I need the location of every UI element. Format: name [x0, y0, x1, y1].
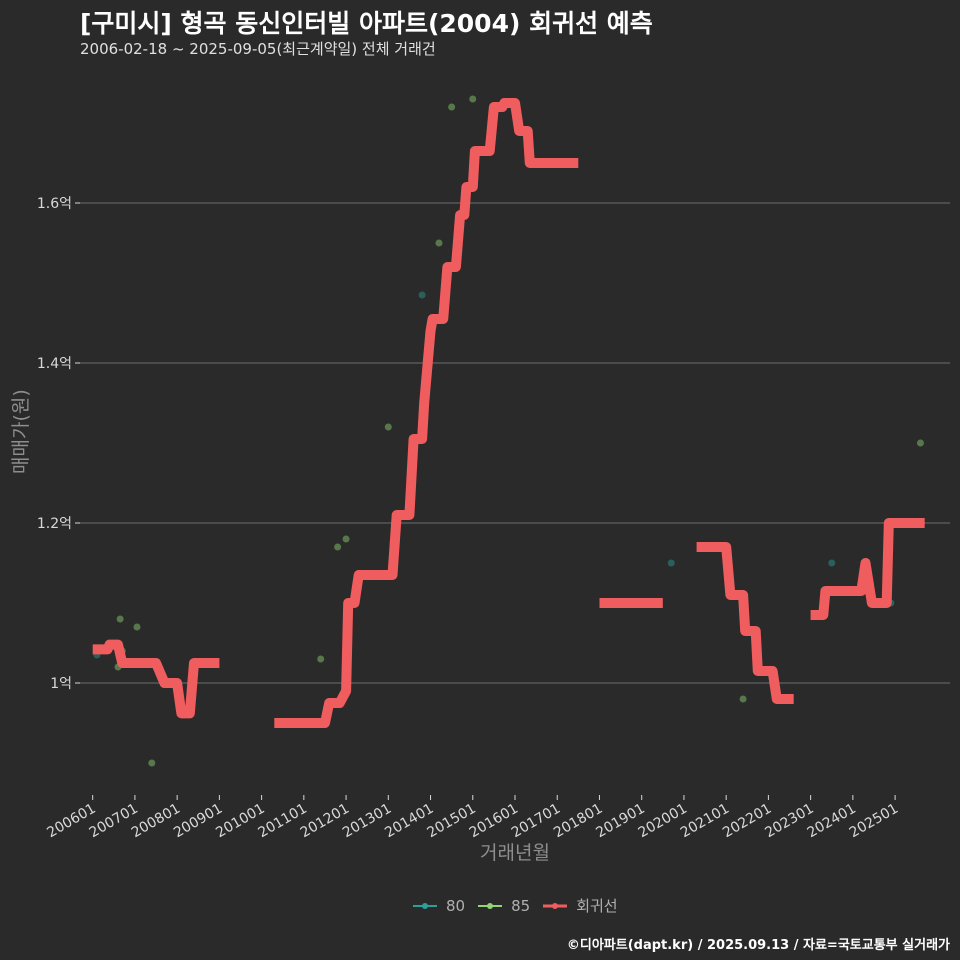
regression-line-segment	[810, 518, 925, 620]
data-point-85	[739, 695, 747, 703]
data-point-85	[469, 95, 477, 103]
legend-swatch-80	[413, 902, 437, 909]
data-point-85	[116, 615, 124, 623]
regression-line-segment	[696, 542, 794, 704]
data-point-85	[435, 239, 443, 247]
x-axis-label: 거래년월	[480, 842, 550, 864]
data-point-80	[667, 559, 675, 567]
chart-title: [구미시] 형곡 동신인터빌 아파트(2004) 회귀선 예측	[80, 9, 653, 38]
regression-line-segment	[92, 639, 220, 719]
legend-label-regression: 회귀선	[576, 897, 618, 915]
data-point-85	[448, 103, 456, 111]
legend-item-regression: 회귀선	[542, 895, 618, 916]
data-point-85	[916, 439, 924, 447]
x-tick-label: 202501	[847, 801, 901, 842]
legend-label-80: 80	[446, 896, 466, 915]
legend-swatch-regression	[543, 902, 568, 909]
y-tick-label: 1억	[50, 676, 72, 692]
regression-line-segment	[274, 98, 579, 728]
y-tick-label: 1.4억	[37, 356, 72, 372]
data-point-85	[334, 543, 342, 551]
data-point-85	[317, 655, 325, 663]
data-point-80	[828, 559, 836, 567]
legend-label-85: 85	[511, 896, 531, 915]
chart-subtitle: 2006-02-18 ~ 2025-09-05(최근계약일) 전체 거래건	[80, 40, 436, 58]
data-point-80	[418, 291, 426, 299]
data-point-85	[148, 759, 156, 767]
legend-item-85: 85	[477, 897, 530, 915]
source-credit: ©디아파트(dapt.kr) / 2025.09.13 / 자료=국토교통부 실…	[566, 938, 950, 953]
y-axis-label: 매매가(원)	[10, 389, 32, 474]
y-tick-label: 1.6억	[37, 196, 72, 212]
y-tick-label: 1.2억	[37, 516, 72, 532]
legend: 80 85 회귀선	[412, 895, 618, 916]
legend-swatch-85	[478, 902, 503, 909]
data-point-85	[342, 535, 350, 543]
legend-item-80: 80	[412, 897, 465, 915]
data-point-85	[133, 623, 141, 631]
data-point-85	[384, 423, 392, 431]
